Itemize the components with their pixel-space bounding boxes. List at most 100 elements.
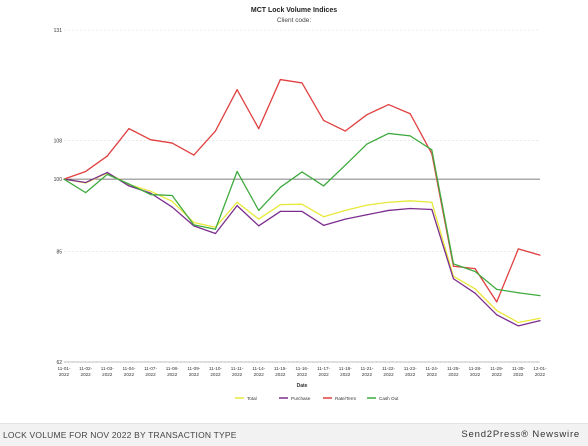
x-tick-label: 11-09-2022 xyxy=(187,366,200,377)
x-tick-label: 11-21-2022 xyxy=(360,366,373,377)
data-point-purchase xyxy=(431,208,433,211)
y-tick-label: 131 xyxy=(54,28,63,34)
data-point-purchase xyxy=(106,171,108,174)
data-point-purchase xyxy=(452,278,455,280)
data-point-cash-out xyxy=(366,143,368,145)
x-tick-label: 11-04-2022 xyxy=(122,366,135,377)
footer-caption: LOCK VOLUME FOR NOV 2022 BY TRANSACTION … xyxy=(3,430,237,440)
x-tick-label: 11-14-2022 xyxy=(252,366,265,377)
data-point-total xyxy=(323,216,325,218)
data-point-cash-out xyxy=(452,263,455,265)
y-tick-label: 100 xyxy=(54,177,63,183)
data-point-total xyxy=(517,321,519,324)
data-point-cash-out xyxy=(258,209,260,212)
data-point-rate-term xyxy=(323,119,325,122)
x-tick-label: 11-17-2022 xyxy=(317,366,330,377)
x-tick-label: 11-03-2022 xyxy=(101,366,114,377)
brand-logo-text: Send2Press® Newswire xyxy=(461,429,580,440)
data-point-cash-out xyxy=(214,228,217,230)
chart-title: MCT Lock Volume Indices xyxy=(251,7,337,14)
data-point-rate-term xyxy=(452,265,455,267)
data-point-purchase xyxy=(387,209,390,212)
data-point-purchase xyxy=(344,218,346,220)
data-point-purchase xyxy=(301,210,303,212)
data-point-total xyxy=(474,288,476,290)
data-point-purchase xyxy=(85,181,87,184)
data-point-rate-term xyxy=(149,139,152,141)
data-point-rate-term xyxy=(539,254,541,256)
x-tick-label: 11-15-2022 xyxy=(274,366,287,377)
legend: Total Purchase Rate/Term Cash Out xyxy=(235,396,399,401)
x-tick-label: 11-16-2022 xyxy=(296,366,309,377)
data-point-cash-out xyxy=(279,186,281,188)
legend-label-rate-term: Rate/Term xyxy=(335,396,356,401)
line-chart: MCT Lock Volume Indices Client code: 131… xyxy=(53,7,548,401)
data-point-rate-term xyxy=(474,268,476,270)
data-point-purchase xyxy=(517,325,519,327)
data-point-cash-out xyxy=(106,173,108,175)
data-point-rate-term xyxy=(171,142,173,144)
data-point-cash-out xyxy=(193,224,195,226)
data-point-cash-out xyxy=(431,149,433,151)
data-point-total xyxy=(279,204,281,206)
data-point-cash-out xyxy=(539,295,541,297)
data-point-total xyxy=(387,201,390,203)
data-point-total xyxy=(301,203,303,205)
x-tick-label: 11-11-2022 xyxy=(231,366,244,377)
y-tick-label: 108 xyxy=(54,139,63,145)
data-point-total xyxy=(258,218,260,220)
x-tick-label: 11-18-2022 xyxy=(339,366,352,377)
data-point-purchase xyxy=(258,225,260,227)
data-point-rate-term xyxy=(344,130,346,132)
data-point-cash-out xyxy=(496,288,498,290)
data-point-cash-out xyxy=(149,193,152,196)
data-point-total xyxy=(539,317,541,319)
x-tick-label: 11-22-2022 xyxy=(382,366,395,377)
data-point-cash-out xyxy=(323,185,325,187)
x-tick-label: 11-30-2022 xyxy=(512,366,525,377)
data-point-purchase xyxy=(214,232,217,235)
y-axis: 131 108 100 85 62 xyxy=(54,28,63,366)
data-point-total xyxy=(496,309,498,312)
data-point-total xyxy=(171,200,173,202)
data-point-rate-term xyxy=(387,103,390,106)
x-axis: 11-01-2022 11-02-2022 11-03-2022 11-04-2022… xyxy=(58,361,547,377)
data-point-rate-term xyxy=(214,130,217,132)
data-point-total xyxy=(344,209,346,212)
y-tick-label: 62 xyxy=(56,360,62,366)
data-point-total xyxy=(431,201,433,203)
data-point-cash-out xyxy=(409,135,411,137)
x-tick-label: 11-28-2022 xyxy=(469,366,482,377)
data-point-cash-out xyxy=(474,270,476,273)
data-point-purchase xyxy=(236,205,238,207)
data-point-cash-out xyxy=(387,132,390,135)
data-point-purchase xyxy=(539,320,541,322)
data-point-rate-term xyxy=(258,128,260,130)
series xyxy=(63,78,541,327)
data-point-rate-term xyxy=(85,170,87,173)
data-point-rate-term xyxy=(106,155,108,157)
x-tick-label: 11-10-2022 xyxy=(209,366,222,377)
legend-label-cash-out: Cash Out xyxy=(379,396,399,401)
data-point-rate-term xyxy=(517,248,519,250)
data-point-cash-out xyxy=(128,183,130,185)
x-tick-label: 12-01-2022 xyxy=(533,366,547,377)
data-point-cash-out xyxy=(236,170,238,173)
data-point-cash-out xyxy=(344,164,346,166)
data-point-rate-term xyxy=(366,114,368,116)
data-point-purchase xyxy=(323,224,325,226)
legend-label-total: Total xyxy=(247,396,257,401)
y-tick-label: 85 xyxy=(56,249,62,255)
data-point-rate-term xyxy=(193,154,195,156)
x-tick-label: 11-02-2022 xyxy=(79,366,92,377)
data-point-cash-out xyxy=(517,292,519,294)
data-point-total xyxy=(236,201,238,203)
legend-label-purchase: Purchase xyxy=(291,396,311,401)
x-tick-label: 11-07-2022 xyxy=(144,366,157,377)
data-point-purchase xyxy=(149,192,152,194)
data-point-rate-term xyxy=(301,82,303,84)
x-tick-label: 11-24-2022 xyxy=(425,366,438,377)
data-point-total xyxy=(193,221,195,224)
data-point-rate-term xyxy=(236,89,238,91)
x-tick-label: 11-29-2022 xyxy=(490,366,503,377)
